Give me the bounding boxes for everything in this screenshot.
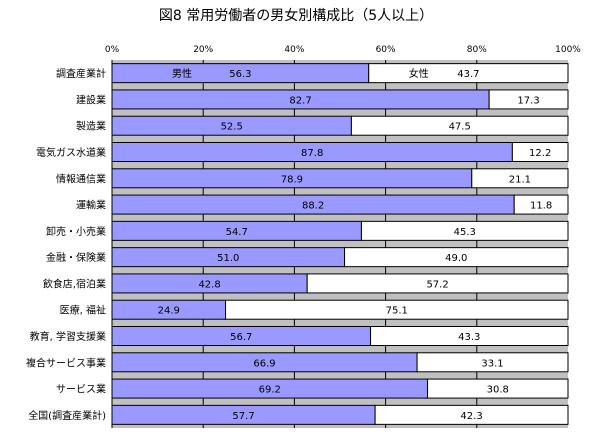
x-tick-label: 40% (284, 45, 304, 55)
value-label-male: 24.9 (158, 306, 180, 317)
x-axis-ticks: 0% 20% 40% 60% 80% 100% (105, 45, 581, 55)
bar-female (350, 115, 569, 136)
value-label-female: 11.8 (530, 201, 552, 212)
value-label-male: 54.7 (226, 227, 248, 238)
chart-title: 図8 常用労働者の男女別構成比（5人以上） (159, 7, 433, 24)
bar-female (416, 352, 569, 373)
value-label-male: 66.9 (253, 358, 275, 369)
value-label-female: 57.2 (426, 279, 448, 290)
category-label: 情報通信業 (56, 172, 106, 185)
category-labels: 調査産業計建設業製造業電気ガス水道業情報通信業運輸業卸売・小売業金融・保険業飲食… (26, 67, 106, 422)
value-label-female: 43.7 (457, 69, 479, 80)
category-label: 卸売・小売業 (46, 225, 106, 238)
value-label-male: 78.9 (281, 174, 303, 185)
value-label-male: 88.2 (302, 201, 324, 212)
value-label-male: 69.2 (259, 385, 281, 396)
value-label-female: 33.1 (481, 358, 503, 369)
category-label: 教育, 学習支援業 (30, 330, 106, 343)
value-label-female: 21.1 (509, 174, 531, 185)
value-label-male: 51.0 (217, 253, 239, 264)
value-label-female: 30.8 (487, 385, 509, 396)
x-tick-label: 100% (555, 45, 581, 55)
value-label-female: 42.3 (460, 411, 482, 422)
bar-female (370, 326, 569, 346)
plot-area (112, 60, 568, 428)
value-label-female: 49.0 (445, 253, 467, 264)
category-label: 運輸業 (76, 199, 106, 212)
series-label-female: 女性 (409, 67, 429, 80)
value-label-male: 56.3 (229, 69, 251, 80)
bar-female (427, 378, 569, 399)
series-label-male: 男性 (172, 67, 192, 80)
bar-female (511, 142, 569, 162)
value-label-female: 47.5 (449, 122, 471, 133)
bar-female (488, 89, 569, 110)
value-label-male: 42.8 (198, 279, 220, 290)
category-label: 複合サービス事業 (26, 356, 106, 369)
value-label-male: 52.5 (221, 122, 243, 133)
value-label-male: 87.8 (301, 148, 323, 159)
bar-female (513, 194, 569, 215)
category-label: 建設業 (76, 93, 106, 106)
bar-female (368, 63, 569, 84)
bar-female (360, 220, 569, 241)
category-label: 電気ガス水道業 (36, 146, 106, 159)
bar-female (471, 168, 569, 189)
category-label: サービス業 (56, 383, 106, 396)
bars: 56.3 43.7 男性 女性 82.7 17.3 52.5 47.5 87.8 12.2 78.9… (111, 63, 569, 425)
x-tick-label: 60% (376, 45, 396, 55)
bar-female (374, 404, 569, 425)
value-label-male: 56.7 (230, 332, 252, 343)
bar-female (344, 247, 569, 268)
category-label: 調査産業計 (56, 67, 106, 80)
x-tick-label: 80% (467, 45, 487, 55)
bar-female (225, 299, 569, 320)
category-label: 医療, 福祉 (60, 304, 106, 317)
value-label-female: 12.2 (529, 148, 551, 159)
x-tick-label: 20% (193, 45, 213, 55)
category-label: 飲食店,宿泊業 (43, 277, 106, 290)
x-tick-label: 0% (105, 45, 120, 55)
value-label-male: 57.7 (232, 411, 254, 422)
value-label-female: 43.3 (458, 332, 480, 343)
category-label: 製造業 (76, 120, 106, 133)
category-label: 金融・保険業 (46, 251, 106, 264)
category-label: 全国(調査産業計) (28, 409, 106, 422)
value-label-female: 45.3 (454, 227, 476, 238)
value-label-female: 17.3 (517, 95, 539, 106)
value-label-male: 82.7 (289, 95, 311, 106)
value-label-female: 75.1 (386, 306, 408, 317)
bar-female (306, 273, 569, 294)
